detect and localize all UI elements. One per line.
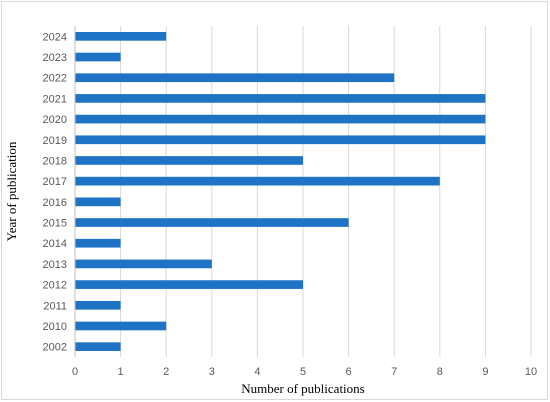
bar-2017 xyxy=(75,176,440,186)
y-tick-label-2010: 2010 xyxy=(43,321,67,333)
bar-2010 xyxy=(75,321,167,331)
y-tick-labels: 2024 2023 2022 2021 2020 2019 2018 2017 2016 2015… xyxy=(43,31,67,353)
x-tick-label: 8 xyxy=(437,366,443,378)
bar-2018 xyxy=(75,156,303,165)
bar-2016 xyxy=(75,197,121,207)
bar-2024 xyxy=(75,31,167,41)
x-tick-label: 4 xyxy=(254,366,260,378)
x-tick-label: 6 xyxy=(346,366,352,378)
bar-2013 xyxy=(75,259,212,269)
y-tick-label-2015: 2015 xyxy=(43,218,67,230)
bar-2020 xyxy=(75,114,486,124)
y-tick-label-2019: 2019 xyxy=(43,135,67,147)
bar-2023 xyxy=(75,52,121,62)
x-tick-label: 1 xyxy=(118,366,124,378)
bar-2011 xyxy=(75,300,121,310)
bar-2015 xyxy=(75,218,349,227)
bar-2014 xyxy=(75,238,121,248)
x-tick-labels: 0 1 2 3 4 5 6 7 8 9 10 xyxy=(72,366,537,378)
x-tick-label: 3 xyxy=(209,366,215,378)
y-tick-label-2020: 2020 xyxy=(43,114,67,126)
y-tick-label-2014: 2014 xyxy=(43,238,67,250)
bar-2019 xyxy=(75,135,486,145)
y-tick-label-2012: 2012 xyxy=(43,280,67,292)
x-axis-title: Number of publications xyxy=(241,381,364,396)
y-tick-label-2018: 2018 xyxy=(43,155,67,167)
y-tick-label-2013: 2013 xyxy=(43,259,67,271)
bars xyxy=(75,31,486,352)
y-tick-label-2002: 2002 xyxy=(43,342,67,354)
x-tick-label: 10 xyxy=(525,366,537,378)
bar-2002 xyxy=(75,342,121,352)
y-tick-label-2024: 2024 xyxy=(43,31,67,43)
x-tick-label: 2 xyxy=(163,366,169,378)
bar-2021 xyxy=(75,94,486,103)
y-tick-label-2023: 2023 xyxy=(43,52,67,64)
y-axis-title: Year of publication xyxy=(4,141,19,241)
y-tick-label-2011: 2011 xyxy=(43,300,67,312)
y-tick-label-2022: 2022 xyxy=(43,73,67,85)
x-tick-label: 7 xyxy=(391,366,397,378)
x-tick-label: 9 xyxy=(482,366,488,378)
bar-2012 xyxy=(75,280,303,289)
y-tick-label-2021: 2021 xyxy=(43,93,67,105)
bar-2022 xyxy=(75,73,395,83)
x-tick-label: 5 xyxy=(300,366,306,378)
y-tick-label-2017: 2017 xyxy=(43,176,67,188)
y-tick-label-2016: 2016 xyxy=(43,197,67,209)
x-tick-label: 0 xyxy=(72,366,78,378)
